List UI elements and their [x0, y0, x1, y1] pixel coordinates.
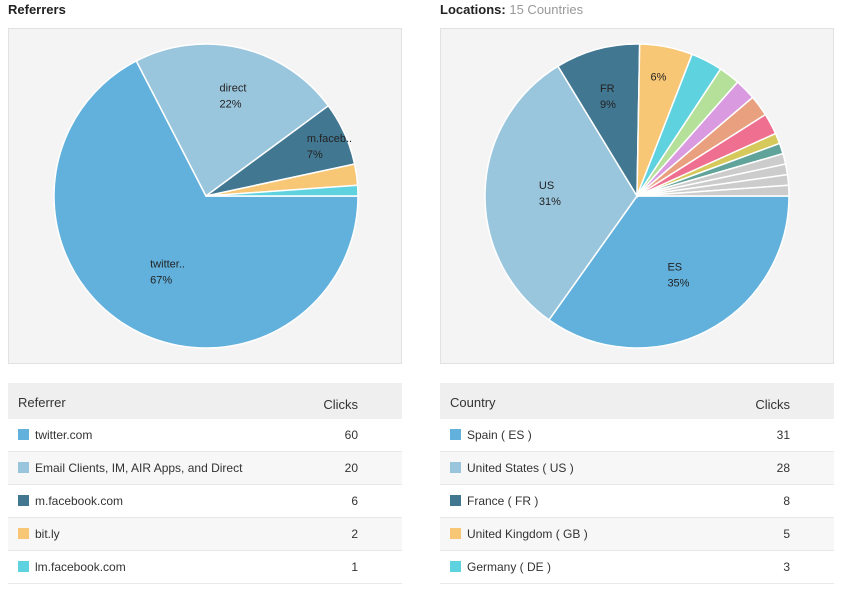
slice-label: twitter.. — [150, 258, 185, 270]
clicks-value: 5 — [783, 527, 790, 541]
color-swatch — [450, 561, 461, 572]
clicks-value: 8 — [783, 494, 790, 508]
country-column-header[interactable]: Country — [450, 395, 496, 410]
referrers-table-header: Referrer Clicks — [8, 383, 402, 419]
table-row: Germany ( DE ) 3 — [440, 551, 834, 584]
color-swatch — [450, 495, 461, 506]
slice-percent-label: 9% — [600, 99, 616, 111]
color-swatch — [450, 429, 461, 440]
clicks-value: 20 — [344, 461, 358, 475]
clicks-value: 31 — [776, 428, 790, 442]
country-name: Spain ( ES ) — [467, 428, 532, 442]
color-swatch — [18, 462, 29, 473]
table-row: Spain ( ES ) 31 — [440, 419, 834, 452]
country-name: United Kingdom ( GB ) — [467, 527, 588, 541]
slice-label: FR — [600, 83, 615, 95]
clicks-column-header[interactable]: Clicks — [323, 397, 358, 412]
slice-percent-label: 22% — [220, 98, 242, 110]
slice-percent-label: 35% — [667, 277, 689, 289]
clicks-value: 6 — [351, 494, 358, 508]
color-swatch — [18, 561, 29, 572]
pie-slice[interactable] — [556, 43, 641, 199]
locations-pie-chart: ES 35% US 31% FR 9% 6% — [484, 43, 790, 349]
slice-percent-label: 31% — [539, 196, 561, 208]
color-swatch — [18, 429, 29, 440]
country-name: Germany ( DE ) — [467, 560, 552, 574]
referrer-name: bit.ly — [35, 527, 60, 541]
locations-table: Country Clicks Spain ( ES ) 31 United St… — [440, 383, 834, 584]
slice-label: ES — [667, 261, 682, 273]
slice-percent-label: 6% — [650, 72, 666, 84]
slice-label: direct — [220, 82, 247, 94]
locations-chart-panel: ES 35% US 31% FR 9% 6% — [440, 28, 834, 364]
table-row: twitter.com 60 — [8, 419, 402, 452]
pie-slice[interactable] — [636, 184, 790, 197]
referrers-chart-panel: twitter.. 67% direct 22% m.faceb.. 7% — [8, 28, 402, 364]
clicks-value: 28 — [776, 461, 790, 475]
country-name: United States ( US ) — [467, 461, 574, 475]
table-row: United Kingdom ( GB ) 5 — [440, 518, 834, 551]
locations-country-count: 15 Countries — [509, 2, 584, 17]
pie-slice[interactable] — [135, 43, 330, 198]
locations-table-header: Country Clicks — [440, 383, 834, 419]
pie-slice[interactable] — [484, 65, 638, 321]
slice-percent-label: 67% — [150, 274, 172, 286]
slice-percent-label: 7% — [307, 149, 323, 161]
clicks-column-header[interactable]: Clicks — [755, 397, 790, 412]
pie-slice[interactable] — [53, 59, 359, 349]
referrers-table: Referrer Clicks twitter.com 60 Email Cli… — [8, 383, 402, 584]
pie-slice[interactable] — [205, 184, 359, 197]
table-row: lm.facebook.com 1 — [8, 551, 402, 584]
referrers-pie-chart: twitter.. 67% direct 22% m.faceb.. 7% — [53, 43, 359, 349]
clicks-value: 3 — [783, 560, 790, 574]
locations-title-label: Locations: — [440, 2, 506, 17]
slice-label: m.faceb.. — [307, 133, 352, 145]
table-row: Email Clients, IM, AIR Apps, and Direct … — [8, 452, 402, 485]
table-row: France ( FR ) 8 — [440, 485, 834, 518]
color-swatch — [450, 528, 461, 539]
slice-label: US — [539, 180, 554, 192]
locations-title: Locations: 15 Countries — [440, 2, 583, 17]
clicks-value: 1 — [351, 560, 358, 574]
pie-slice[interactable] — [547, 195, 790, 349]
table-row: m.facebook.com 6 — [8, 485, 402, 518]
table-row: bit.ly 2 — [8, 518, 402, 551]
referrer-name: twitter.com — [35, 428, 93, 442]
referrer-name: lm.facebook.com — [35, 560, 126, 574]
country-name: France ( FR ) — [467, 494, 539, 508]
referrers-title: Referrers — [8, 2, 66, 17]
referrer-column-header[interactable]: Referrer — [18, 395, 66, 410]
color-swatch — [450, 462, 461, 473]
clicks-value: 2 — [351, 527, 358, 541]
table-row: United States ( US ) 28 — [440, 452, 834, 485]
color-swatch — [18, 528, 29, 539]
clicks-value: 60 — [344, 428, 358, 442]
referrer-name: m.facebook.com — [35, 494, 124, 508]
color-swatch — [18, 495, 29, 506]
referrer-name: Email Clients, IM, AIR Apps, and Direct — [35, 461, 243, 475]
